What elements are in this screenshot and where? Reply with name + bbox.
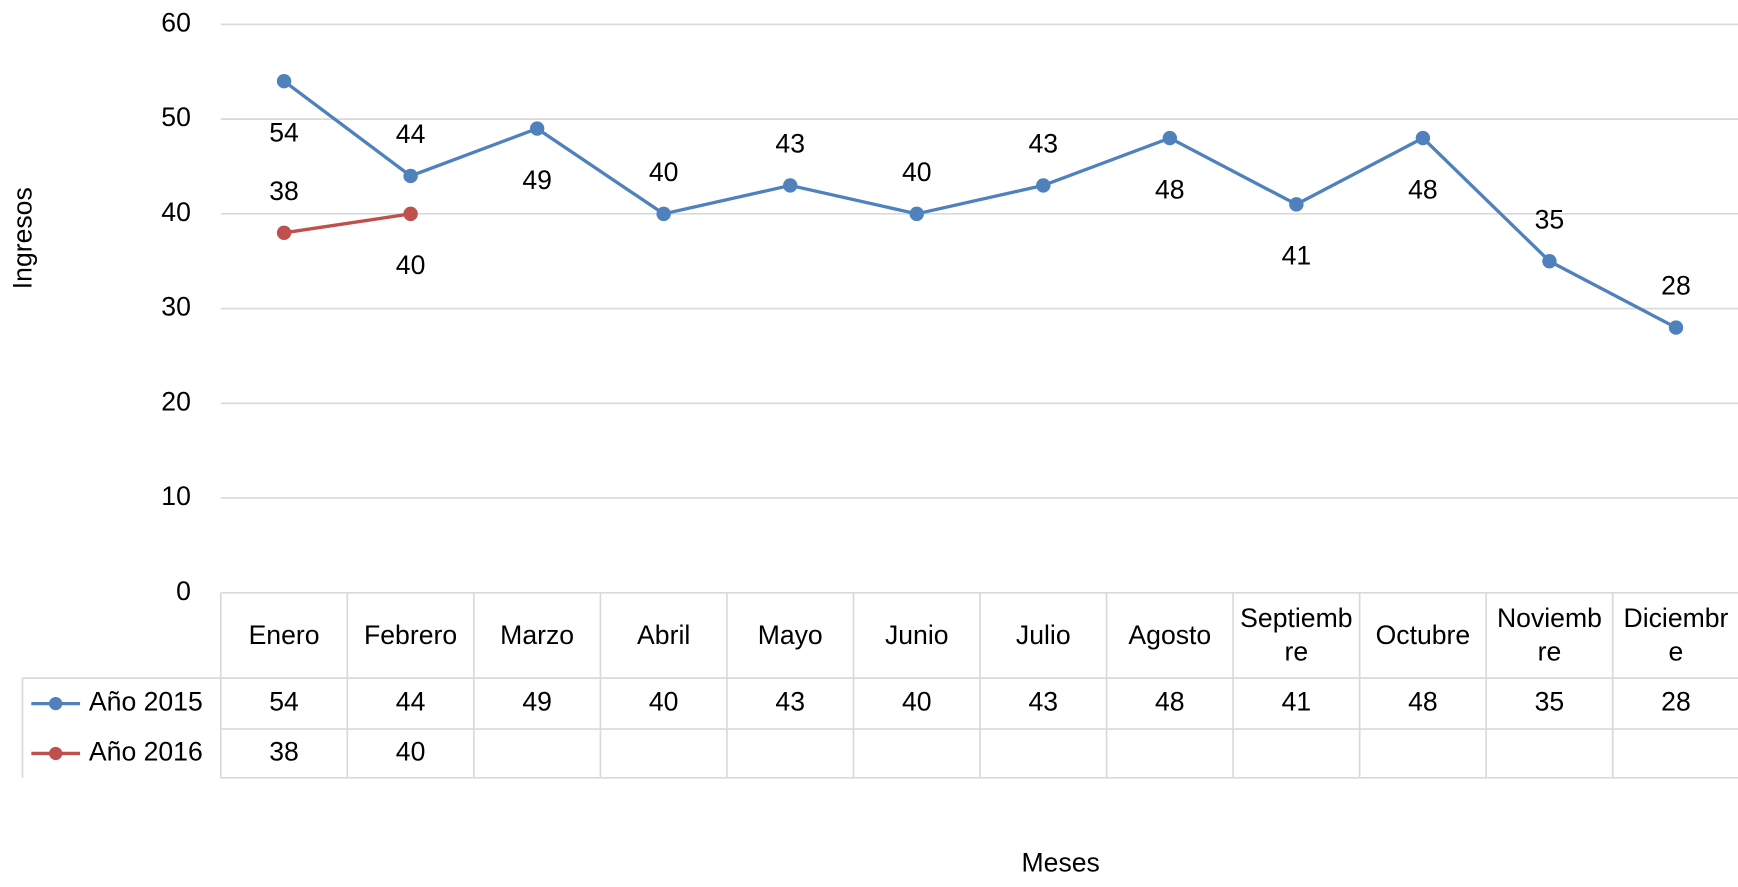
y-tick-label: 30 bbox=[161, 292, 191, 322]
y-tick-label: 60 bbox=[161, 7, 191, 37]
data-label: 43 bbox=[775, 129, 805, 159]
table-value: 48 bbox=[1408, 687, 1438, 717]
data-label: 38 bbox=[269, 176, 299, 206]
x-tick-label: Enero bbox=[248, 619, 320, 650]
table-value: 44 bbox=[396, 687, 426, 717]
series-marker bbox=[1415, 130, 1431, 146]
data-label: 49 bbox=[522, 165, 552, 195]
category-cell: Septiembre bbox=[1240, 603, 1353, 667]
series-marker bbox=[403, 168, 418, 184]
series-marker bbox=[783, 178, 798, 193]
category-cell: Julio bbox=[1015, 619, 1071, 650]
legend-label: Año 2016 bbox=[89, 736, 203, 766]
data-label: 28 bbox=[1661, 271, 1691, 301]
category-cell: Abril bbox=[637, 619, 691, 650]
x-tick-label: Febrero bbox=[364, 619, 458, 650]
data-label: 40 bbox=[649, 157, 679, 187]
table-value: 43 bbox=[1029, 687, 1059, 717]
y-tick-label: 10 bbox=[161, 481, 191, 511]
x-tick-label: Marzo bbox=[500, 619, 575, 650]
series-marker bbox=[1668, 320, 1684, 335]
x-tick-label: Septiembre bbox=[1240, 603, 1353, 667]
series-marker bbox=[276, 225, 292, 241]
table-value: 40 bbox=[902, 687, 932, 717]
table-value: 38 bbox=[269, 736, 299, 766]
x-tick-label: Diciembre bbox=[1623, 603, 1729, 667]
y-tick-label: 20 bbox=[161, 386, 191, 416]
category-cell: Noviembre bbox=[1496, 603, 1602, 667]
series-marker bbox=[1036, 178, 1051, 193]
y-tick-label: 40 bbox=[161, 197, 191, 227]
table-value: 40 bbox=[396, 736, 426, 766]
x-tick-label: Julio bbox=[1015, 619, 1071, 650]
table-value: 40 bbox=[649, 687, 679, 717]
series-marker bbox=[1289, 197, 1304, 212]
table-value: 49 bbox=[522, 687, 552, 717]
series-marker bbox=[1542, 254, 1557, 269]
series-marker bbox=[529, 121, 545, 136]
data-label: 40 bbox=[396, 250, 426, 280]
category-cell: Mayo bbox=[757, 619, 823, 650]
category-cell: Junio bbox=[884, 619, 949, 650]
table-value: 54 bbox=[269, 687, 299, 717]
series-marker bbox=[909, 206, 924, 222]
data-label: 48 bbox=[1155, 174, 1185, 204]
data-label: 48 bbox=[1408, 174, 1438, 204]
table-value: 48 bbox=[1155, 687, 1185, 717]
x-tick-label: Octubre bbox=[1375, 619, 1471, 650]
series-marker bbox=[656, 206, 671, 222]
series-marker bbox=[276, 74, 292, 89]
x-tick-label: Mayo bbox=[757, 619, 823, 650]
x-tick-label: Abril bbox=[637, 619, 691, 650]
series-line bbox=[283, 79, 1677, 330]
series-marker bbox=[1162, 130, 1178, 146]
x-tick-label: Agosto bbox=[1128, 619, 1212, 650]
category-cell: Agosto bbox=[1128, 619, 1212, 650]
category-cell: Enero bbox=[248, 619, 320, 650]
table-value: 35 bbox=[1535, 687, 1565, 717]
category-cell: Marzo bbox=[500, 619, 575, 650]
data-label: 41 bbox=[1282, 241, 1312, 271]
series-line bbox=[283, 212, 411, 235]
category-cell: Febrero bbox=[364, 619, 458, 650]
x-axis-label: Meses bbox=[1022, 847, 1100, 877]
y-axis-label: Ingresos bbox=[8, 187, 38, 289]
y-tick-label: 50 bbox=[161, 102, 191, 132]
data-label: 40 bbox=[902, 157, 932, 187]
legend-marker bbox=[49, 696, 63, 711]
category-cell: Octubre bbox=[1375, 619, 1471, 650]
data-label: 54 bbox=[269, 117, 299, 147]
series-marker bbox=[403, 206, 418, 222]
data-label: 35 bbox=[1535, 204, 1565, 234]
table-value: 41 bbox=[1282, 687, 1312, 717]
table-value: 28 bbox=[1661, 687, 1691, 717]
x-tick-label: Junio bbox=[884, 619, 949, 650]
category-cell: Diciembre bbox=[1623, 603, 1729, 667]
data-label: 44 bbox=[396, 119, 426, 149]
x-tick-label: Noviembre bbox=[1496, 603, 1602, 667]
data-label: 43 bbox=[1029, 129, 1059, 159]
table-value: 43 bbox=[775, 687, 805, 717]
legend-label: Año 2015 bbox=[89, 687, 203, 717]
legend-marker bbox=[49, 746, 63, 761]
y-tick-label: 0 bbox=[176, 576, 191, 606]
